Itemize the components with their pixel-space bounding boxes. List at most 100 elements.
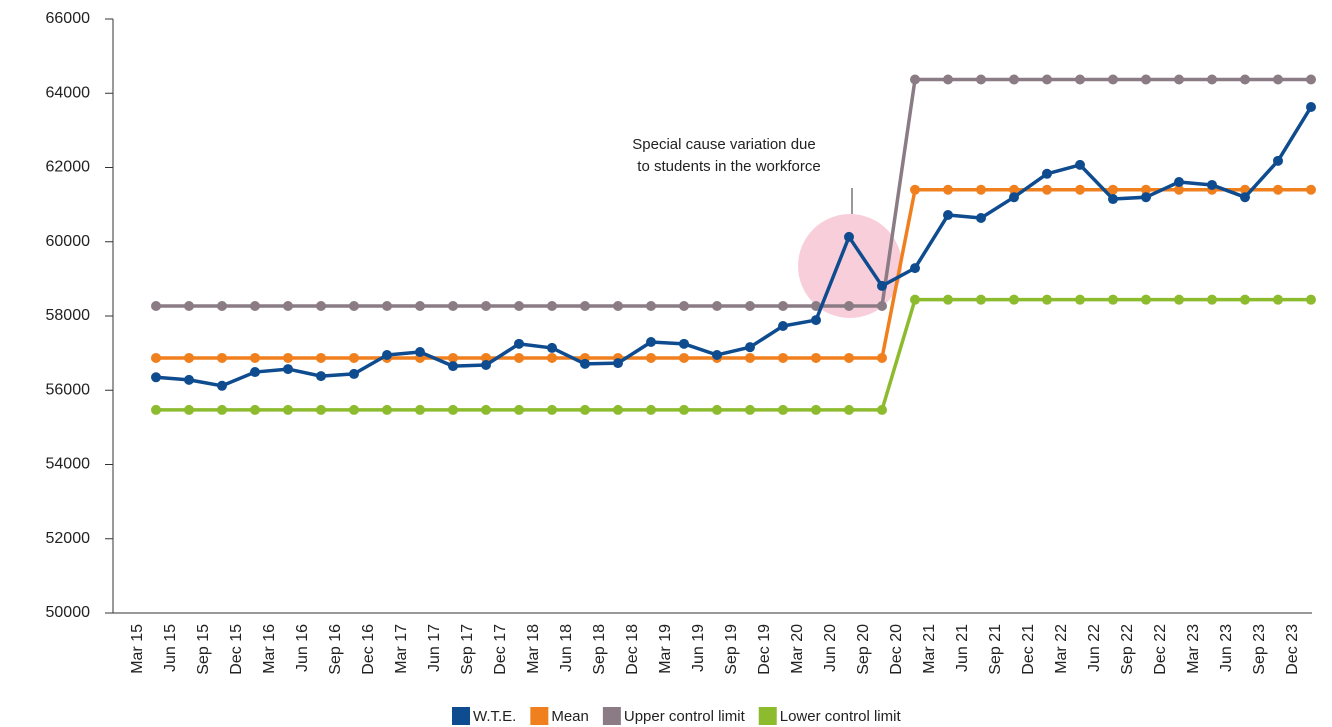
data-point bbox=[547, 352, 557, 363]
data-point bbox=[1240, 294, 1250, 305]
data-point bbox=[1141, 294, 1151, 305]
data-point bbox=[1042, 74, 1052, 85]
data-point bbox=[1108, 294, 1118, 305]
x-tick-label: Dec 17 bbox=[492, 624, 509, 675]
data-point bbox=[481, 300, 491, 311]
x-tick-label: Mar 21 bbox=[921, 624, 938, 674]
data-point bbox=[1207, 74, 1217, 85]
data-point bbox=[448, 404, 458, 415]
x-tick-label: Dec 21 bbox=[1020, 624, 1037, 675]
data-point bbox=[1273, 74, 1283, 85]
data-point bbox=[1042, 168, 1052, 179]
series-line bbox=[155, 106, 1313, 388]
data-point bbox=[151, 372, 161, 383]
data-point bbox=[514, 338, 524, 349]
data-point bbox=[151, 300, 161, 311]
x-tick-label: Dec 20 bbox=[888, 624, 905, 675]
data-point bbox=[1273, 155, 1283, 166]
x-tick-label: Mar 22 bbox=[1053, 624, 1070, 674]
legend-label: Upper control limit bbox=[624, 708, 746, 725]
x-tick-label: Sep 22 bbox=[1119, 624, 1136, 675]
data-point bbox=[745, 352, 755, 363]
data-point bbox=[778, 300, 788, 311]
data-point bbox=[580, 300, 590, 311]
y-tick-label: 52000 bbox=[46, 530, 91, 547]
x-tick-label: Jun 15 bbox=[162, 624, 179, 672]
x-tick-label: Mar 15 bbox=[129, 624, 146, 674]
data-point bbox=[1108, 184, 1118, 195]
data-point bbox=[976, 212, 986, 223]
x-tick-label: Jun 18 bbox=[558, 624, 575, 672]
data-point bbox=[646, 352, 656, 363]
y-tick-label: 56000 bbox=[46, 381, 91, 398]
series bbox=[151, 101, 1316, 391]
data-point bbox=[778, 352, 788, 363]
x-tick-label: Sep 19 bbox=[723, 624, 740, 675]
data-point bbox=[1240, 192, 1250, 203]
data-point bbox=[1108, 74, 1118, 85]
x-tick-label: Sep 16 bbox=[327, 624, 344, 675]
data-point bbox=[613, 300, 623, 311]
data-point bbox=[151, 404, 161, 415]
data-point bbox=[712, 404, 722, 415]
data-point bbox=[448, 361, 458, 372]
data-point bbox=[613, 404, 623, 415]
data-point bbox=[976, 184, 986, 195]
data-point bbox=[811, 404, 821, 415]
data-point bbox=[151, 352, 161, 363]
data-point bbox=[712, 300, 722, 311]
data-point bbox=[415, 300, 425, 311]
y-tick-label: 62000 bbox=[46, 159, 91, 176]
x-tick-label: Sep 15 bbox=[195, 624, 212, 675]
highlight-circle bbox=[798, 214, 902, 318]
data-point bbox=[712, 349, 722, 360]
x-tick-label: Jun 19 bbox=[690, 624, 707, 672]
data-point bbox=[745, 300, 755, 311]
data-point bbox=[481, 360, 491, 371]
data-point bbox=[448, 300, 458, 311]
data-point bbox=[184, 404, 194, 415]
data-point bbox=[811, 300, 821, 311]
data-point bbox=[481, 352, 491, 363]
data-point bbox=[877, 352, 887, 363]
x-tick-label: Mar 18 bbox=[525, 624, 542, 674]
annotation-line: Special cause variation due bbox=[632, 136, 815, 153]
data-point bbox=[217, 404, 227, 415]
data-point bbox=[1306, 294, 1316, 305]
data-point bbox=[1009, 294, 1019, 305]
data-point bbox=[646, 336, 656, 347]
x-tick-label: Dec 16 bbox=[360, 624, 377, 675]
x-tick-label: Mar 20 bbox=[789, 624, 806, 674]
x-tick-label: Sep 18 bbox=[591, 624, 608, 675]
data-point bbox=[943, 74, 953, 85]
data-point bbox=[976, 294, 986, 305]
data-point bbox=[250, 352, 260, 363]
data-point bbox=[382, 404, 392, 415]
data-point bbox=[646, 300, 656, 311]
data-point bbox=[415, 347, 425, 358]
x-tick-label: Mar 16 bbox=[261, 624, 278, 674]
data-point bbox=[316, 371, 326, 382]
data-point bbox=[1075, 294, 1085, 305]
data-point bbox=[217, 300, 227, 311]
legend-label: Mean bbox=[551, 708, 589, 725]
x-tick-label: Sep 17 bbox=[459, 624, 476, 675]
x-tick-label: Sep 20 bbox=[855, 624, 872, 675]
data-point bbox=[547, 404, 557, 415]
legend-swatch bbox=[452, 707, 470, 725]
data-point bbox=[910, 263, 920, 274]
data-point bbox=[184, 352, 194, 363]
data-point bbox=[1141, 184, 1151, 195]
data-point bbox=[250, 404, 260, 415]
data-point bbox=[844, 300, 854, 311]
data-point bbox=[1273, 294, 1283, 305]
data-point bbox=[1009, 184, 1019, 195]
data-point bbox=[1207, 179, 1217, 190]
x-tick-label: Jun 16 bbox=[294, 624, 311, 672]
data-point bbox=[316, 352, 326, 363]
data-point bbox=[283, 352, 293, 363]
legend: W.T.E. Mean Upper control limit Lower contr… bbox=[452, 707, 901, 725]
data-point bbox=[580, 404, 590, 415]
x-tick-label: Dec 15 bbox=[228, 624, 245, 675]
